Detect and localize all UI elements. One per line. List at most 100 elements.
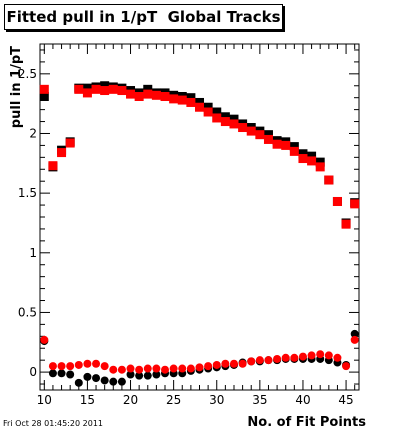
data-point-square [82, 88, 92, 98]
data-point-square [186, 93, 196, 103]
data-point-circle [273, 354, 282, 363]
data-point-square [212, 107, 222, 117]
data-point-circle [143, 371, 152, 380]
x-tick-label: 40 [295, 393, 310, 407]
y-tick-label: 2 [29, 126, 37, 140]
data-point-square [48, 161, 58, 171]
data-point-square [281, 140, 291, 150]
data-point-circle [324, 351, 333, 360]
data-point-circle [48, 362, 57, 371]
y-tick-label: 2.5 [18, 67, 37, 81]
data-point-circle [117, 377, 126, 386]
data-point-square [332, 196, 342, 206]
data-point-square [91, 84, 101, 94]
data-point-circle [66, 370, 75, 379]
data-point-square [134, 91, 144, 101]
timestamp: Fri Oct 28 01:45:20 2011 [3, 419, 104, 428]
data-point-circle [195, 363, 204, 372]
data-point-square [289, 142, 299, 152]
data-point-square [246, 126, 256, 136]
data-point-square [255, 130, 265, 140]
data-point-circle [204, 362, 213, 371]
x-tick-label: 15 [80, 393, 95, 407]
data-point-circle [57, 369, 66, 378]
data-point-circle [57, 362, 66, 371]
x-tick-label: 45 [338, 393, 353, 407]
y-tick-label: 0.5 [18, 305, 37, 319]
y-axis-label: pull in 1/pT [9, 46, 24, 128]
data-point-circle [48, 369, 57, 378]
data-point-circle [264, 356, 273, 365]
x-tick-label: 10 [37, 393, 52, 407]
data-point-square [74, 84, 84, 94]
data-point-circle [135, 371, 144, 380]
data-point-square [263, 130, 273, 140]
data-point-circle [109, 365, 118, 374]
data-point-square [315, 157, 325, 167]
data-point-circle [290, 353, 299, 362]
data-point-square [229, 114, 239, 124]
data-point-square [186, 97, 196, 107]
y-tick-label: 1 [29, 246, 37, 260]
data-point-square [203, 107, 213, 117]
data-point-circle [342, 362, 351, 371]
data-point-circle [152, 364, 161, 373]
data-point-square [151, 90, 161, 100]
data-point-circle [255, 356, 264, 365]
data-point-circle [186, 364, 195, 373]
data-point-square [220, 112, 230, 122]
data-point-circle [221, 359, 230, 368]
data-point-circle [92, 374, 101, 383]
data-point-square [350, 199, 360, 209]
data-markers [39, 81, 360, 387]
data-point-circle [74, 360, 83, 369]
data-point-circle [100, 362, 109, 371]
data-point-square [315, 162, 325, 172]
data-point-square [195, 97, 204, 107]
data-point-square [289, 146, 299, 156]
data-point-circle [117, 365, 126, 374]
data-point-circle [40, 335, 49, 344]
data-point-circle [229, 359, 238, 368]
data-point-circle [298, 352, 307, 361]
data-point-square [212, 113, 222, 123]
data-point-square [229, 119, 239, 129]
data-point-square [169, 94, 179, 104]
data-point-square [195, 102, 204, 112]
data-point-square [100, 86, 110, 96]
data-point-circle [307, 351, 316, 360]
data-point-square [143, 89, 153, 99]
data-point-circle [350, 335, 359, 344]
data-point-square [341, 219, 351, 229]
data-point-circle [316, 350, 325, 359]
data-point-square [238, 123, 248, 133]
y-tick-label: 1.5 [18, 186, 37, 200]
data-point-square [100, 81, 110, 91]
data-point-circle [161, 365, 170, 374]
data-point-circle [126, 364, 135, 373]
x-tick-label: 25 [166, 393, 181, 407]
data-point-square [324, 175, 334, 185]
data-point-circle [281, 353, 290, 362]
data-point-circle [92, 359, 101, 368]
data-point-square [82, 83, 92, 93]
data-point-square [65, 138, 75, 148]
data-point-square [203, 102, 213, 112]
data-point-circle [74, 378, 83, 387]
data-point-circle [83, 359, 92, 368]
data-point-circle [350, 329, 359, 338]
data-point-circle [152, 370, 161, 379]
data-point-square [272, 139, 282, 149]
data-point-circle [135, 365, 144, 374]
data-point-square [160, 91, 170, 101]
data-point-circle [100, 376, 109, 385]
data-point-circle [83, 372, 92, 381]
x-tick-label: 30 [209, 393, 224, 407]
data-point-square [307, 151, 317, 161]
data-point-circle [238, 359, 247, 368]
data-point-circle [178, 364, 187, 373]
data-point-square [298, 154, 308, 164]
data-point-square [126, 89, 136, 99]
x-tick-label: 20 [123, 393, 138, 407]
